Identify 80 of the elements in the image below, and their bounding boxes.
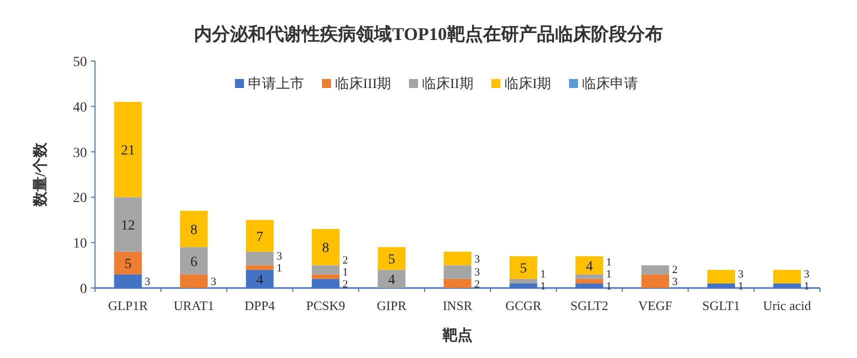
data-label: 5	[520, 262, 527, 277]
bar	[575, 278, 604, 284]
bar	[246, 265, 274, 270]
bar	[444, 265, 472, 279]
data-label: 1	[276, 262, 282, 275]
x-tick-label: SGLT2	[570, 298, 608, 313]
bar	[773, 270, 801, 284]
data-label: 1	[606, 268, 612, 281]
data-label: 2	[474, 278, 480, 290]
data-label: 5	[124, 257, 132, 272]
bar	[180, 274, 208, 288]
y-axis-title: 数量/个数	[32, 141, 49, 208]
bar	[246, 220, 274, 252]
bar	[114, 252, 142, 274]
bar	[312, 228, 340, 266]
legend-label: 临床I期	[504, 76, 551, 92]
legend-label: 临床III期	[335, 76, 391, 92]
data-label: 3	[474, 266, 480, 278]
data-label: 3	[474, 253, 480, 266]
data-label: 12	[120, 218, 135, 234]
bar	[246, 252, 274, 266]
y-tick-label: 50	[73, 55, 87, 70]
bar	[641, 265, 670, 274]
bar	[575, 256, 604, 274]
data-label: 3	[672, 276, 678, 288]
x-tick-label: DPP4	[244, 298, 276, 313]
x-tick-label: Uric acid	[763, 298, 812, 313]
bar	[312, 274, 340, 279]
bar	[378, 247, 406, 270]
data-label: 3	[210, 276, 217, 288]
x-tick-label: SGLT1	[702, 298, 740, 313]
bar	[510, 256, 538, 279]
data-label: 1	[540, 268, 546, 281]
data-label: 3	[276, 250, 283, 263]
legend-label: 临床II期	[422, 76, 474, 92]
data-label: 4	[586, 259, 593, 274]
bar	[510, 278, 538, 284]
x-tick-label: INSR	[442, 298, 473, 313]
data-label: 7	[256, 230, 264, 245]
bar	[444, 278, 472, 288]
data-label: 5	[388, 252, 396, 268]
y-tick-label: 40	[73, 100, 87, 116]
data-label: 8	[190, 222, 198, 238]
legend-label: 临床申请	[582, 76, 638, 92]
y-tick-label: 20	[73, 191, 87, 206]
bar	[707, 270, 735, 284]
x-tick-label: GLP1R	[108, 298, 148, 313]
data-label: 3	[804, 268, 810, 281]
x-tick-label: PCSK9	[306, 298, 346, 313]
data-label: 3	[738, 268, 744, 281]
x-tick-label: GCGR	[505, 298, 542, 313]
data-label: 6	[190, 254, 198, 270]
data-label: 2	[342, 278, 348, 290]
bar	[641, 274, 670, 288]
bar	[180, 247, 208, 274]
data-label: 2	[672, 264, 678, 276]
bar	[180, 210, 208, 248]
chart-title: 内分泌和代谢性疾病领域TOP10靶点在研产品临床阶段分布	[194, 24, 663, 44]
data-label: 1	[606, 256, 612, 269]
bar	[575, 274, 604, 279]
bar	[114, 102, 142, 198]
data-label: 3	[144, 276, 151, 288]
y-tick-label: 10	[73, 236, 87, 252]
y-tick-label: 0	[80, 282, 87, 297]
bar	[312, 265, 340, 274]
x-tick-label: VEGF	[638, 298, 672, 313]
data-label: 8	[322, 241, 330, 256]
data-label: 4	[256, 272, 264, 288]
data-label: 21	[120, 144, 135, 159]
x-axis-title: 靶点	[442, 327, 472, 344]
y-tick-label: 30	[73, 146, 87, 161]
data-label: 2	[342, 254, 348, 266]
data-label: 1	[342, 266, 348, 278]
x-tick-label: URAT1	[174, 298, 214, 313]
bar	[378, 270, 406, 288]
data-label: 4	[388, 272, 396, 288]
x-tick-label: GIPR	[376, 298, 407, 313]
legend-label: 申请上市	[248, 76, 304, 92]
bar	[444, 252, 472, 266]
bar	[114, 197, 142, 252]
